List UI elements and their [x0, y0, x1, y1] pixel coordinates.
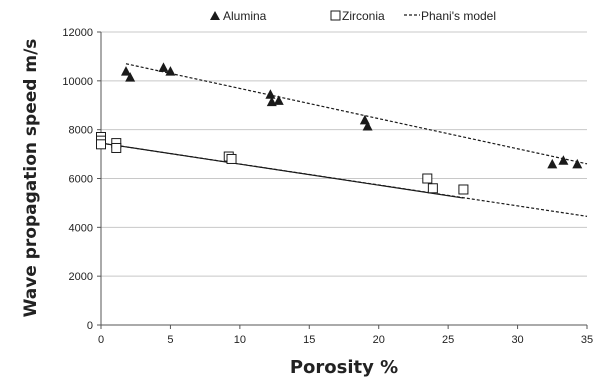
x-axis-title: Porosity %	[290, 357, 398, 378]
zirconia-fit-line	[100, 142, 464, 199]
zirconia-point-6	[226, 153, 237, 164]
y-tick-label-8000: 8000	[69, 125, 93, 137]
alumina-point-10	[558, 155, 569, 165]
y-tick-label-0: 0	[87, 320, 93, 332]
legend-label-zirconia: Zirconia	[342, 9, 385, 23]
x-tick-label-25: 25	[442, 334, 454, 346]
alumina-point-5	[266, 96, 277, 107]
x-tick-label-20: 20	[373, 334, 385, 346]
y-tick-label-2000: 2000	[69, 271, 93, 283]
y-axis-title: Wave propagation speed m/s	[21, 39, 41, 318]
alumina-point-0	[120, 66, 131, 76]
legend-square-icon	[330, 10, 341, 21]
data-markers	[96, 62, 583, 195]
alumina-point-2	[158, 62, 169, 72]
zirconia-point-4	[111, 142, 122, 153]
model-lines	[100, 63, 588, 217]
x-tick-labels: 0 5 10 15 20 25 30 35	[98, 334, 593, 346]
x-tick-label-30: 30	[511, 334, 523, 346]
legend-label-alumina: Alumina	[223, 9, 267, 23]
alumina-point-4	[265, 89, 276, 99]
x-tick-label-5: 5	[167, 334, 173, 346]
x-tick-label-35: 35	[581, 334, 593, 346]
alumina-point-6	[273, 95, 284, 105]
legend-item-phanis-model: Phani's model	[404, 9, 496, 23]
legend: Alumina Zirconia Phani's model	[210, 9, 496, 23]
gridlines	[101, 31, 587, 277]
legend-item-alumina: Alumina	[210, 9, 267, 23]
x-tick-label-10: 10	[234, 334, 246, 346]
x-tick-label-0: 0	[98, 334, 104, 346]
zirconia-point-7	[422, 173, 433, 184]
alumina-point-3	[165, 66, 176, 76]
axes	[97, 31, 588, 329]
y-tick-labels: 0 2000 4000 6000 8000 10000 12000	[62, 27, 93, 332]
zirconia-point-2	[96, 139, 106, 150]
zirconia-point-9	[458, 184, 469, 195]
y-tick-label-6000: 6000	[69, 174, 93, 186]
x-tick-label-15: 15	[303, 334, 315, 346]
y-tick-label-4000: 4000	[69, 222, 93, 234]
legend-item-zirconia: Zirconia	[330, 9, 385, 23]
alumina-point-9	[547, 158, 558, 169]
y-tick-label-12000: 12000	[62, 27, 93, 39]
alumina-point-11	[572, 158, 583, 169]
zirconia-point-8	[427, 183, 438, 194]
alumina-point-1	[125, 72, 136, 82]
y-tick-label-10000: 10000	[62, 76, 93, 88]
legend-label-phanis-model: Phani's model	[421, 9, 496, 23]
alumina-point-8	[362, 121, 373, 131]
legend-triangle-icon	[210, 11, 220, 20]
phani-model-line-0	[125, 63, 588, 165]
